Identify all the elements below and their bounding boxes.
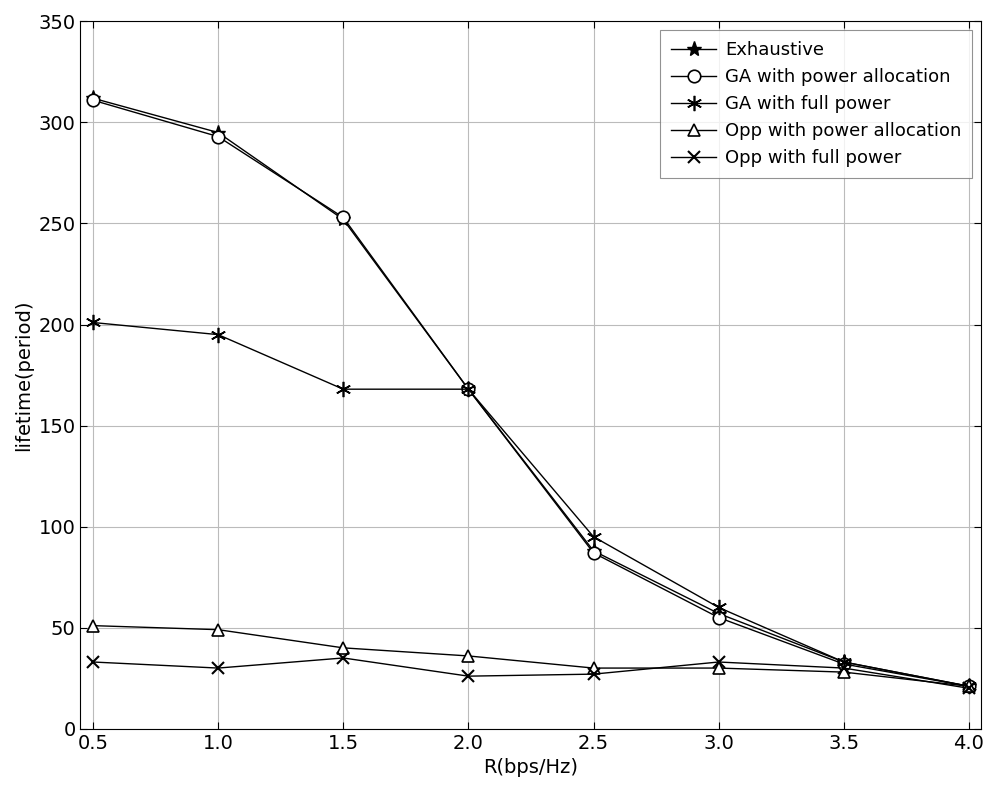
Line: GA with power allocation: GA with power allocation	[87, 94, 975, 692]
Opp with full power	[713, 657, 725, 667]
Exhaustive	[838, 657, 850, 667]
Exhaustive	[963, 682, 975, 691]
X-axis label: R(bps/Hz): R(bps/Hz)	[483, 758, 578, 777]
Opp with full power	[462, 672, 474, 681]
GA with power allocation	[87, 96, 99, 105]
Opp with power allocation	[462, 651, 474, 660]
GA with full power	[462, 384, 474, 394]
Opp with full power	[838, 664, 850, 673]
Opp with power allocation	[963, 682, 975, 691]
Y-axis label: lifetime(period): lifetime(period)	[14, 299, 33, 451]
Line: Opp with power allocation: Opp with power allocation	[87, 619, 975, 692]
Exhaustive	[337, 214, 349, 224]
Opp with full power	[963, 683, 975, 693]
GA with power allocation	[838, 659, 850, 668]
Exhaustive	[87, 93, 99, 103]
GA with power allocation	[462, 384, 474, 394]
Opp with full power	[337, 653, 349, 663]
Opp with full power	[87, 657, 99, 667]
GA with full power	[963, 682, 975, 691]
GA with full power	[713, 603, 725, 612]
Opp with power allocation	[87, 621, 99, 630]
Exhaustive	[462, 384, 474, 394]
Opp with power allocation	[212, 625, 224, 634]
Exhaustive	[713, 609, 725, 619]
Opp with power allocation	[337, 643, 349, 653]
Exhaustive	[588, 546, 600, 555]
Opp with power allocation	[713, 664, 725, 673]
Exhaustive	[212, 128, 224, 138]
Opp with power allocation	[588, 664, 600, 673]
Opp with full power	[212, 664, 224, 673]
GA with full power	[838, 657, 850, 667]
GA with power allocation	[713, 613, 725, 623]
Legend: Exhaustive, GA with power allocation, GA with full power, Opp with power allocat: Exhaustive, GA with power allocation, GA…	[660, 30, 972, 178]
Line: GA with full power: GA with full power	[85, 315, 977, 694]
GA with full power	[212, 330, 224, 339]
Opp with full power	[588, 669, 600, 679]
Opp with power allocation	[838, 668, 850, 677]
GA with full power	[87, 318, 99, 327]
GA with power allocation	[212, 132, 224, 142]
GA with power allocation	[588, 548, 600, 558]
GA with power allocation	[337, 213, 349, 222]
GA with full power	[337, 384, 349, 394]
Line: Exhaustive: Exhaustive	[85, 90, 977, 694]
GA with power allocation	[963, 682, 975, 691]
GA with full power	[588, 532, 600, 542]
Line: Opp with full power: Opp with full power	[87, 652, 975, 694]
